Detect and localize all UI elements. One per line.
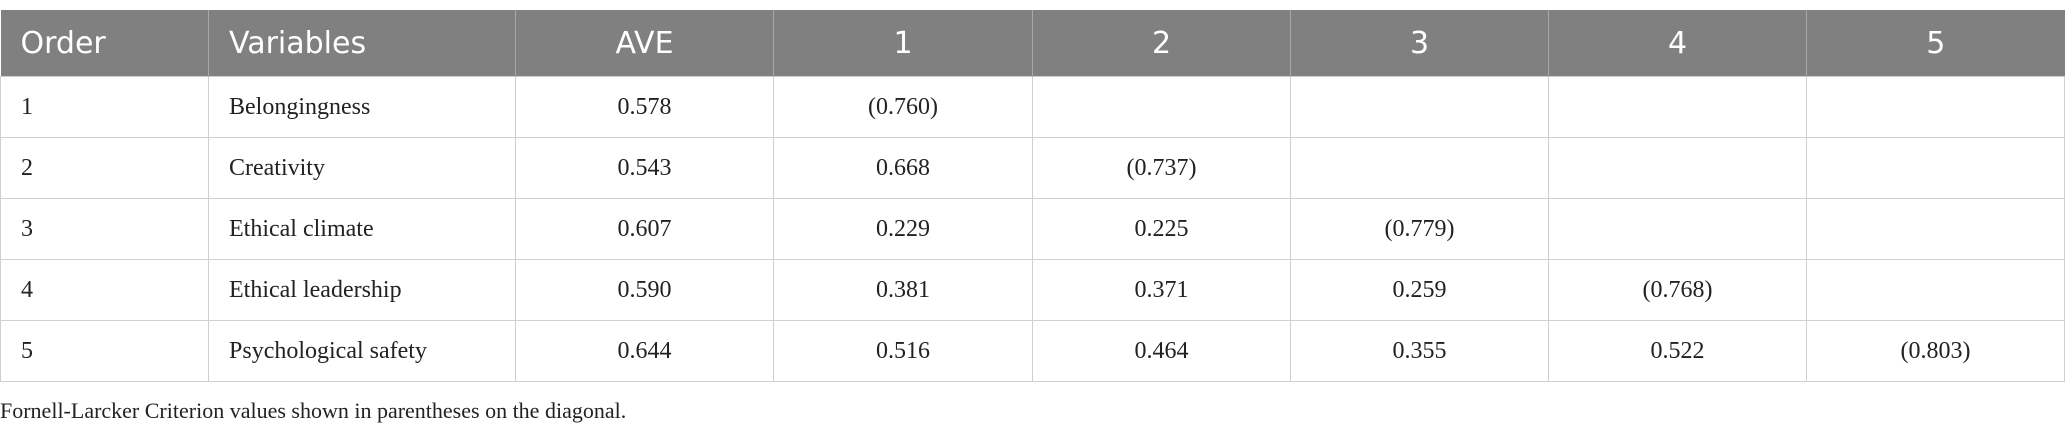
table-body: 1 Belongingness 0.578 (0.760) 2 Creativity 0.5… [0,76,2065,382]
empty-cell [1032,76,1291,138]
table-cell: 0.381 [773,259,1033,321]
table-cell: Ethical climate [208,198,516,260]
table-cell: 0.578 [515,76,774,138]
table-cell: (0.737) [1032,137,1291,199]
header-cell: 5 [1806,10,2065,77]
table-cell: Belongingness [208,76,516,138]
header-cell: 1 [773,10,1033,77]
table-cell: (0.768) [1548,259,1807,321]
table-cell: Psychological safety [208,320,516,382]
empty-cell [1806,198,2065,260]
table-cell: 0.464 [1032,320,1291,382]
empty-cell [1806,259,2065,321]
table-cell: 0.371 [1032,259,1291,321]
table-cell: Creativity [208,137,516,199]
data-table: Order Variables AVE 1 2 3 4 5 1 Belongingness 0.5… [0,10,2065,382]
table-cell: 0.225 [1032,198,1291,260]
empty-cell [1548,76,1807,138]
table-cell: 0.644 [515,320,774,382]
header-row: Order Variables AVE 1 2 3 4 5 [0,10,2065,77]
table-cell: 4 [0,259,209,321]
table-cell: 1 [0,76,209,138]
empty-cell [1548,198,1807,260]
table-row: 2 Creativity 0.543 0.668 (0.737) [0,137,2065,199]
table-cell: (0.803) [1806,320,2065,382]
empty-cell [1290,76,1549,138]
empty-cell [1548,137,1807,199]
table-row: 1 Belongingness 0.578 (0.760) [0,76,2065,138]
footnote: Fornell-Larcker Criterion values shown i… [0,398,627,423]
header-cell: AVE [515,10,774,77]
header-cell: Order [0,10,209,77]
header-cell: 3 [1290,10,1549,77]
empty-cell [1806,76,2065,138]
table-cell: 3 [0,198,209,260]
table-cell: 0.229 [773,198,1033,260]
table-cell: 2 [0,137,209,199]
table-cell: 0.590 [515,259,774,321]
table-cell: (0.779) [1290,198,1549,260]
table-row: 5 Psychological safety 0.644 0.516 0.464 0.35… [0,320,2065,382]
table-cell: (0.760) [773,76,1033,138]
table-row: 4 Ethical leadership 0.590 0.381 0.371 0.259(… [0,259,2065,321]
table-cell: Ethical leadership [208,259,516,321]
table-row: 3 Ethical climate 0.607 0.229 0.225 (0.779) [0,198,2065,260]
table-cell: 5 [0,320,209,382]
table-cell: 0.607 [515,198,774,260]
table-cell: 0.668 [773,137,1033,199]
header-cell: 4 [1548,10,1807,77]
table-cell: 0.516 [773,320,1033,382]
header-cell: Variables [208,10,516,77]
table-cell: 0.355 [1290,320,1549,382]
table-cell: 0.259 [1290,259,1549,321]
table-cell: 0.543 [515,137,774,199]
empty-cell [1806,137,2065,199]
empty-cell [1290,137,1549,199]
header-cell: 2 [1032,10,1291,77]
table-cell: 0.522 [1548,320,1807,382]
